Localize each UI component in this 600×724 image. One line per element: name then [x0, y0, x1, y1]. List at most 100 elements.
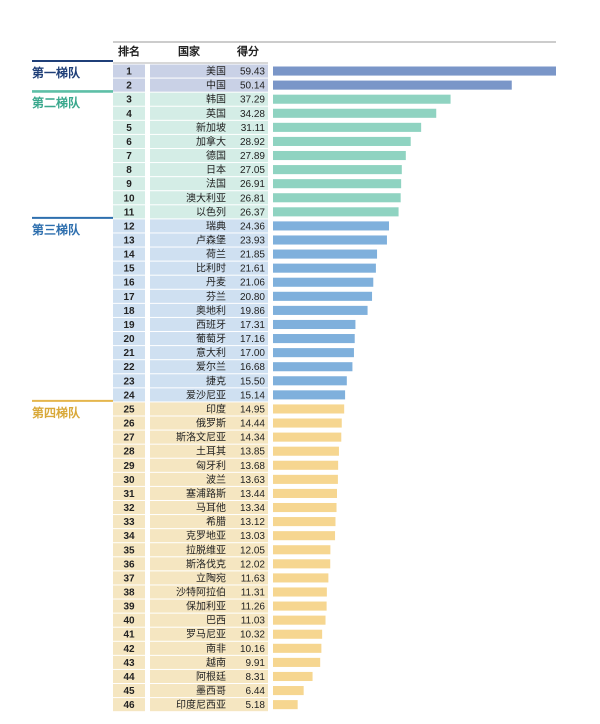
country-cell	[150, 515, 230, 529]
score-cell	[230, 585, 268, 599]
score-cell	[230, 205, 268, 219]
country-cell	[150, 402, 230, 416]
score-label: 20.80	[240, 292, 265, 303]
rank-cell	[113, 163, 145, 177]
table-row: 38 沙特阿拉伯 11.31	[113, 585, 327, 599]
rank-label: 32	[123, 503, 135, 514]
score-label: 14.44	[240, 419, 265, 430]
score-cell	[230, 430, 268, 444]
rank-label: 10	[123, 193, 135, 204]
score-bar	[273, 531, 336, 541]
score-bar	[273, 390, 346, 400]
rank-label: 18	[123, 306, 135, 317]
score-bar	[273, 80, 512, 90]
table-row: 15 比利时 21.61	[113, 261, 376, 275]
score-label: 12.02	[240, 559, 265, 570]
score-bar	[273, 122, 422, 132]
rank-label: 4	[126, 109, 132, 120]
rank-cell	[113, 205, 145, 219]
country-cell	[150, 219, 230, 233]
country-cell	[150, 472, 230, 486]
rank-label: 3	[126, 95, 132, 106]
table-row: 40 巴西 11.03	[113, 613, 326, 627]
score-label: 34.28	[240, 109, 265, 120]
rank-cell	[113, 557, 145, 571]
rank-label: 39	[123, 602, 135, 613]
table-row: 19 西班牙 17.31	[113, 317, 356, 332]
score-cell	[230, 275, 268, 289]
score-label: 26.91	[240, 179, 265, 190]
country-label: 日本	[206, 163, 226, 176]
rank-label: 22	[123, 362, 135, 373]
country-cell	[150, 317, 230, 332]
rank-cell	[113, 78, 145, 92]
score-bar	[273, 657, 321, 667]
score-bar	[273, 362, 353, 372]
table-row: 10 澳大利亚 26.81	[113, 191, 401, 205]
country-cell	[150, 585, 230, 599]
country-label: 沙特阿拉伯	[176, 586, 226, 599]
score-bar	[273, 136, 411, 146]
header-rank: 排名	[118, 44, 140, 58]
table-row: 5 新加坡 31.11	[113, 120, 422, 134]
score-label: 11.63	[241, 573, 266, 584]
country-label: 葡萄牙	[196, 332, 226, 345]
score-label: 13.68	[240, 461, 265, 472]
rank-label: 12	[123, 221, 135, 232]
score-label: 8.31	[246, 672, 266, 683]
score-bar	[273, 376, 347, 386]
rank-label: 17	[123, 292, 135, 303]
country-cell	[150, 486, 230, 500]
table-row: 13 卢森堡 23.93	[113, 233, 387, 247]
table-row: 30 波兰 13.63	[113, 472, 338, 486]
rank-cell	[113, 571, 145, 585]
rank-label: 25	[123, 404, 135, 415]
country-cell	[150, 444, 230, 458]
score-cell	[230, 655, 268, 669]
score-label: 13.12	[240, 517, 265, 528]
rank-cell	[113, 641, 145, 655]
score-bar	[273, 277, 374, 287]
country-label: 意大利	[196, 346, 226, 359]
score-label: 10.16	[240, 644, 265, 655]
score-cell	[230, 374, 268, 388]
score-bar	[273, 66, 556, 76]
table-row: 31 塞浦路斯 13.44	[113, 486, 337, 500]
table-row: 24 爱沙尼亚 15.14	[113, 388, 346, 402]
rank-label: 26	[123, 419, 135, 430]
country-label: 芬兰	[206, 290, 226, 303]
country-label: 爱尔兰	[196, 360, 226, 373]
table-rows: 1 美国 59.43 2 中国 50.14 3 韩国 37.29 4 英国 34.28 5 新加坡 31.1…	[113, 64, 556, 712]
score-label: 13.34	[240, 503, 265, 514]
score-cell	[230, 684, 268, 698]
country-label: 巴西	[206, 615, 226, 627]
rank-cell	[113, 627, 145, 641]
country-cell	[150, 669, 230, 684]
score-cell	[230, 120, 268, 134]
score-bar	[273, 319, 356, 330]
rank-label: 14	[123, 250, 135, 261]
score-bar	[273, 334, 355, 344]
score-cell	[230, 148, 268, 163]
score-cell	[230, 163, 268, 177]
table-row: 29 匈牙利 13.68	[113, 458, 339, 472]
country-label: 法国	[206, 177, 226, 190]
table-row: 43 越南 9.91	[113, 655, 321, 669]
score-bar	[273, 291, 373, 301]
score-label: 17.31	[240, 320, 265, 331]
country-cell	[150, 641, 230, 655]
country-label: 南非	[206, 642, 226, 655]
rank-label: 46	[123, 700, 135, 711]
rank-label: 31	[123, 489, 135, 500]
country-label: 英国	[206, 107, 226, 120]
score-cell	[230, 416, 268, 430]
country-label: 印度尼西亚	[176, 698, 226, 711]
score-label: 26.81	[240, 193, 265, 204]
score-cell	[230, 388, 268, 402]
country-label: 立陶宛	[196, 571, 226, 584]
tier-label: 第四梯队	[32, 405, 81, 420]
country-cell	[150, 120, 230, 134]
rank-label: 43	[123, 658, 135, 669]
table-row: 42 南非 10.16	[113, 641, 322, 655]
rank-label: 13	[123, 236, 135, 247]
